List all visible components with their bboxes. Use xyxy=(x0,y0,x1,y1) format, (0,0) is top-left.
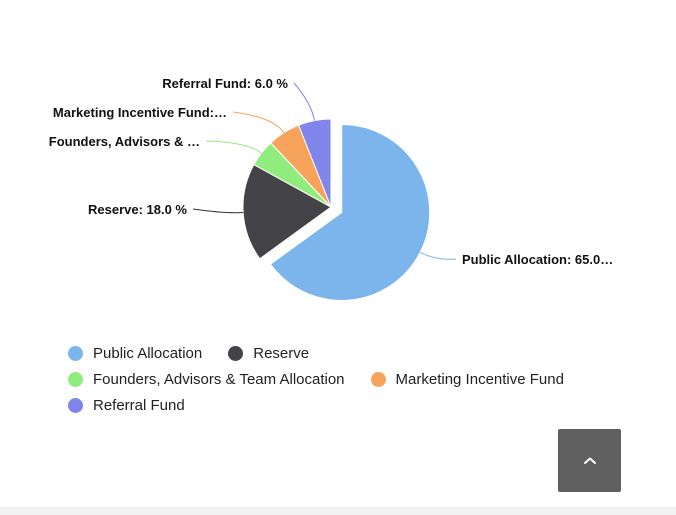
label-connector xyxy=(192,208,244,214)
legend-marker xyxy=(370,371,386,387)
slice-labels: Public Allocation: 65.0… Reserve: 18.0 % F… xyxy=(49,76,613,267)
legend-label: Founders, Advisors & Team Allocation xyxy=(93,370,345,388)
label-connector xyxy=(205,140,262,154)
legend-item-marketing-incentive-fund[interactable]: Marketing Incentive Fund xyxy=(370,370,564,388)
pie-chart: Public Allocation: 65.0… Reserve: 18.0 % F… xyxy=(49,76,613,301)
legend-label: Reserve xyxy=(253,344,310,362)
pie-slices xyxy=(242,118,431,301)
pie-slice-referral-fund[interactable] xyxy=(297,118,332,208)
legend-item-public-allocation[interactable]: Public Allocation xyxy=(68,345,202,362)
legend-marker xyxy=(68,345,83,361)
legend-row: Public Allocation Reserve xyxy=(68,340,628,366)
label-connectors xyxy=(192,82,457,260)
legend-row: Founders, Advisors & Team Allocation Mar… xyxy=(68,366,628,392)
chart-legend: Public Allocation Reserve Founders, Advi… xyxy=(68,340,628,418)
label-connector xyxy=(293,82,316,121)
slice-data-label: Referral Fund: 6.0 % xyxy=(162,76,288,91)
legend-label: Public Allocation xyxy=(93,344,203,362)
chevron-up-icon xyxy=(583,457,596,464)
scroll-to-top-button[interactable] xyxy=(558,429,621,492)
legend-item-reserve[interactable]: Reserve xyxy=(228,345,309,362)
slice-data-label: Reserve: 18.0 % xyxy=(88,202,187,217)
slice-data-label: Public Allocation: 65.0… xyxy=(462,252,613,267)
label-connector xyxy=(232,111,285,133)
slice-data-label: Founders, Advisors & … xyxy=(49,134,200,149)
slice-data-label: Marketing Incentive Fund:… xyxy=(53,105,227,120)
legend-item-referral-fund[interactable]: Referral Fund xyxy=(68,397,185,414)
legend-marker xyxy=(68,371,83,387)
legend-item-founders-advisors-team[interactable]: Founders, Advisors & Team Allocation xyxy=(68,371,345,388)
footer-strip xyxy=(0,507,676,515)
legend-marker xyxy=(68,397,83,413)
pie-slice-reserve[interactable] xyxy=(242,163,332,260)
legend-label: Referral Fund xyxy=(93,396,185,414)
legend-row: Referral Fund xyxy=(68,392,628,418)
label-connector xyxy=(419,251,457,260)
legend-label: Marketing Incentive Fund xyxy=(395,370,564,388)
legend-marker xyxy=(228,345,244,361)
